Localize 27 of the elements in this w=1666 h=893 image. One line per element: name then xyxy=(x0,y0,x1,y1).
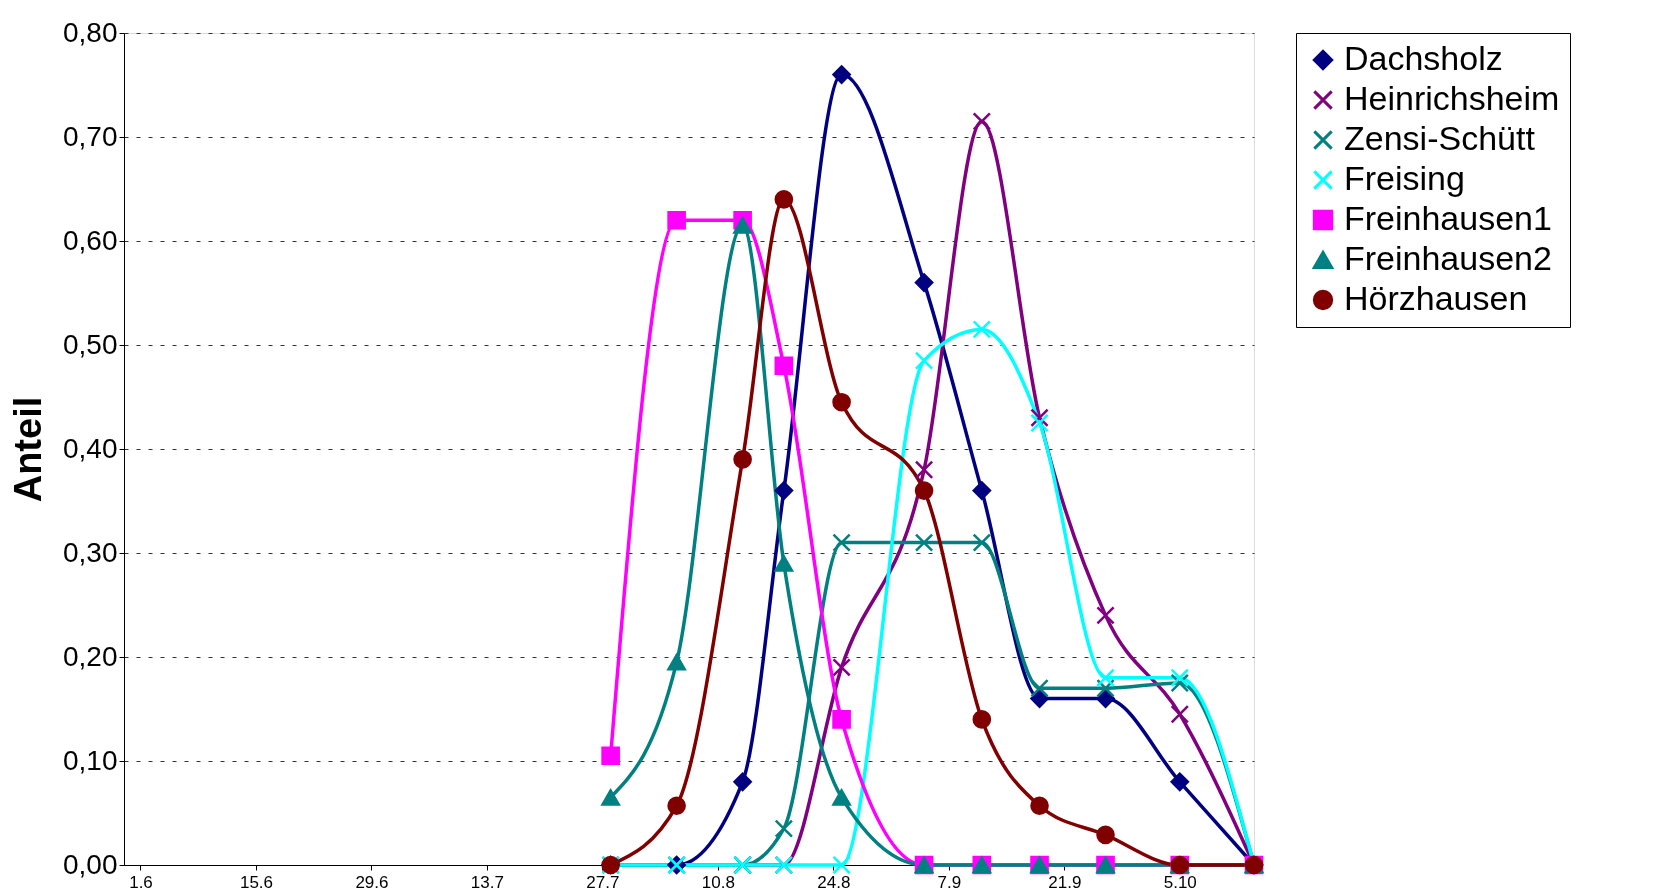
x-tick-label: 1.6 xyxy=(129,872,153,892)
legend-label: Freinhausen1 xyxy=(1344,199,1552,237)
legend-label: Zensi-Schütt xyxy=(1344,119,1536,157)
legend-label: Dachsholz xyxy=(1344,39,1503,77)
legend-label: Heinrichsheim xyxy=(1344,79,1560,117)
legend-label: Hörzhausen xyxy=(1344,279,1528,317)
x-tick-label: 10.8 xyxy=(701,872,735,892)
y-tick-label: 0,10 xyxy=(63,744,118,776)
x-tick-label: 29.6 xyxy=(355,872,389,892)
y-tick-label: 0,70 xyxy=(63,120,118,152)
x-tick-label: 24.8 xyxy=(817,872,851,892)
x-tick-label: 7.9 xyxy=(937,872,962,892)
y-tick-label: 0,60 xyxy=(63,224,118,256)
x-tick-label: 15.6 xyxy=(239,872,274,892)
y-tick-label: 0,50 xyxy=(63,328,118,360)
x-tick-label: 27.7 xyxy=(586,872,620,892)
legend-label: Freising xyxy=(1344,159,1465,197)
y-tick-label: 0,20 xyxy=(63,640,118,672)
y-axis-title: Anteil xyxy=(7,396,49,503)
legend-label: Freinhausen2 xyxy=(1344,239,1552,277)
y-tick-label: 0,80 xyxy=(63,16,118,48)
x-tick-label: 5.10 xyxy=(1163,872,1197,892)
y-tick-label: 0,40 xyxy=(63,432,118,464)
x-tick-label: 13.7 xyxy=(470,872,504,892)
y-tick-label: 0,30 xyxy=(63,536,118,568)
y-tick-label: 0,00 xyxy=(63,848,118,880)
x-tick-label: 21.9 xyxy=(1048,872,1082,892)
